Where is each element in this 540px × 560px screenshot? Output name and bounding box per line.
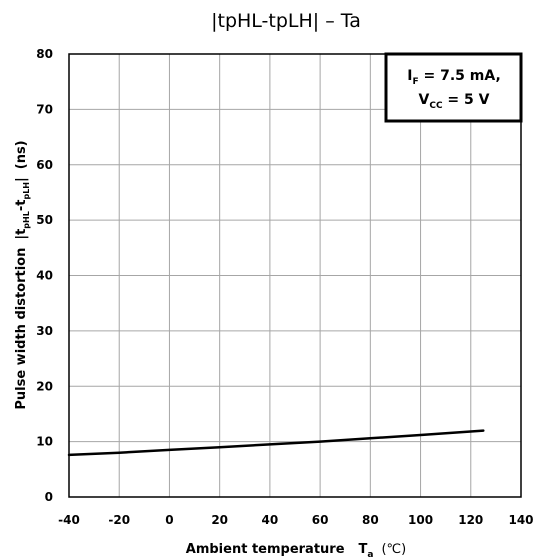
x-tick-labels: -40 -20 0 20 40 60 80 100 120 140 bbox=[58, 513, 533, 527]
y-tick-label: 10 bbox=[36, 435, 53, 449]
x-tick-label: -20 bbox=[108, 513, 130, 527]
x-tick-label: 60 bbox=[312, 513, 329, 527]
condition-annotation: IF = 7.5 mA, VCC = 5 V bbox=[384, 52, 523, 123]
x-tick-label: 140 bbox=[508, 513, 533, 527]
series-line bbox=[67, 429, 485, 457]
y-tick-label: 20 bbox=[36, 379, 53, 393]
annotation-line-1: IF = 7.5 mA, bbox=[407, 68, 501, 87]
data-layer bbox=[67, 429, 485, 457]
x-tick-label: 120 bbox=[458, 513, 483, 527]
x-tick-label: 20 bbox=[211, 513, 228, 527]
x-tick-label: 40 bbox=[262, 513, 279, 527]
y-tick-label: 30 bbox=[36, 324, 53, 338]
x-axis-label: Ambient temperature Ta (℃) bbox=[186, 542, 406, 560]
y-tick-label: 40 bbox=[36, 269, 53, 283]
y-axis-label: Pulse width distortion|tpHL-tpLH|(ns) bbox=[14, 140, 31, 409]
annotation-box bbox=[384, 52, 523, 123]
annotation-line-2: VCC = 5 V bbox=[419, 92, 490, 111]
y-tick-label: 0 bbox=[45, 490, 53, 504]
x-tick-label: 80 bbox=[362, 513, 379, 527]
x-tick-label: -40 bbox=[58, 513, 80, 527]
y-tick-label: 80 bbox=[36, 47, 53, 61]
y-tick-label: 70 bbox=[36, 102, 53, 116]
y-tick-label: 50 bbox=[36, 213, 53, 227]
y-tick-label: 60 bbox=[36, 158, 53, 172]
x-tick-label: 100 bbox=[408, 513, 433, 527]
chart-title: |tpHL-tpLH| – Ta bbox=[211, 10, 361, 32]
plot-frame bbox=[68, 53, 522, 498]
y-tick-labels: 0 10 20 30 40 50 60 70 80 bbox=[36, 47, 53, 504]
x-tick-label: 0 bbox=[165, 513, 173, 527]
